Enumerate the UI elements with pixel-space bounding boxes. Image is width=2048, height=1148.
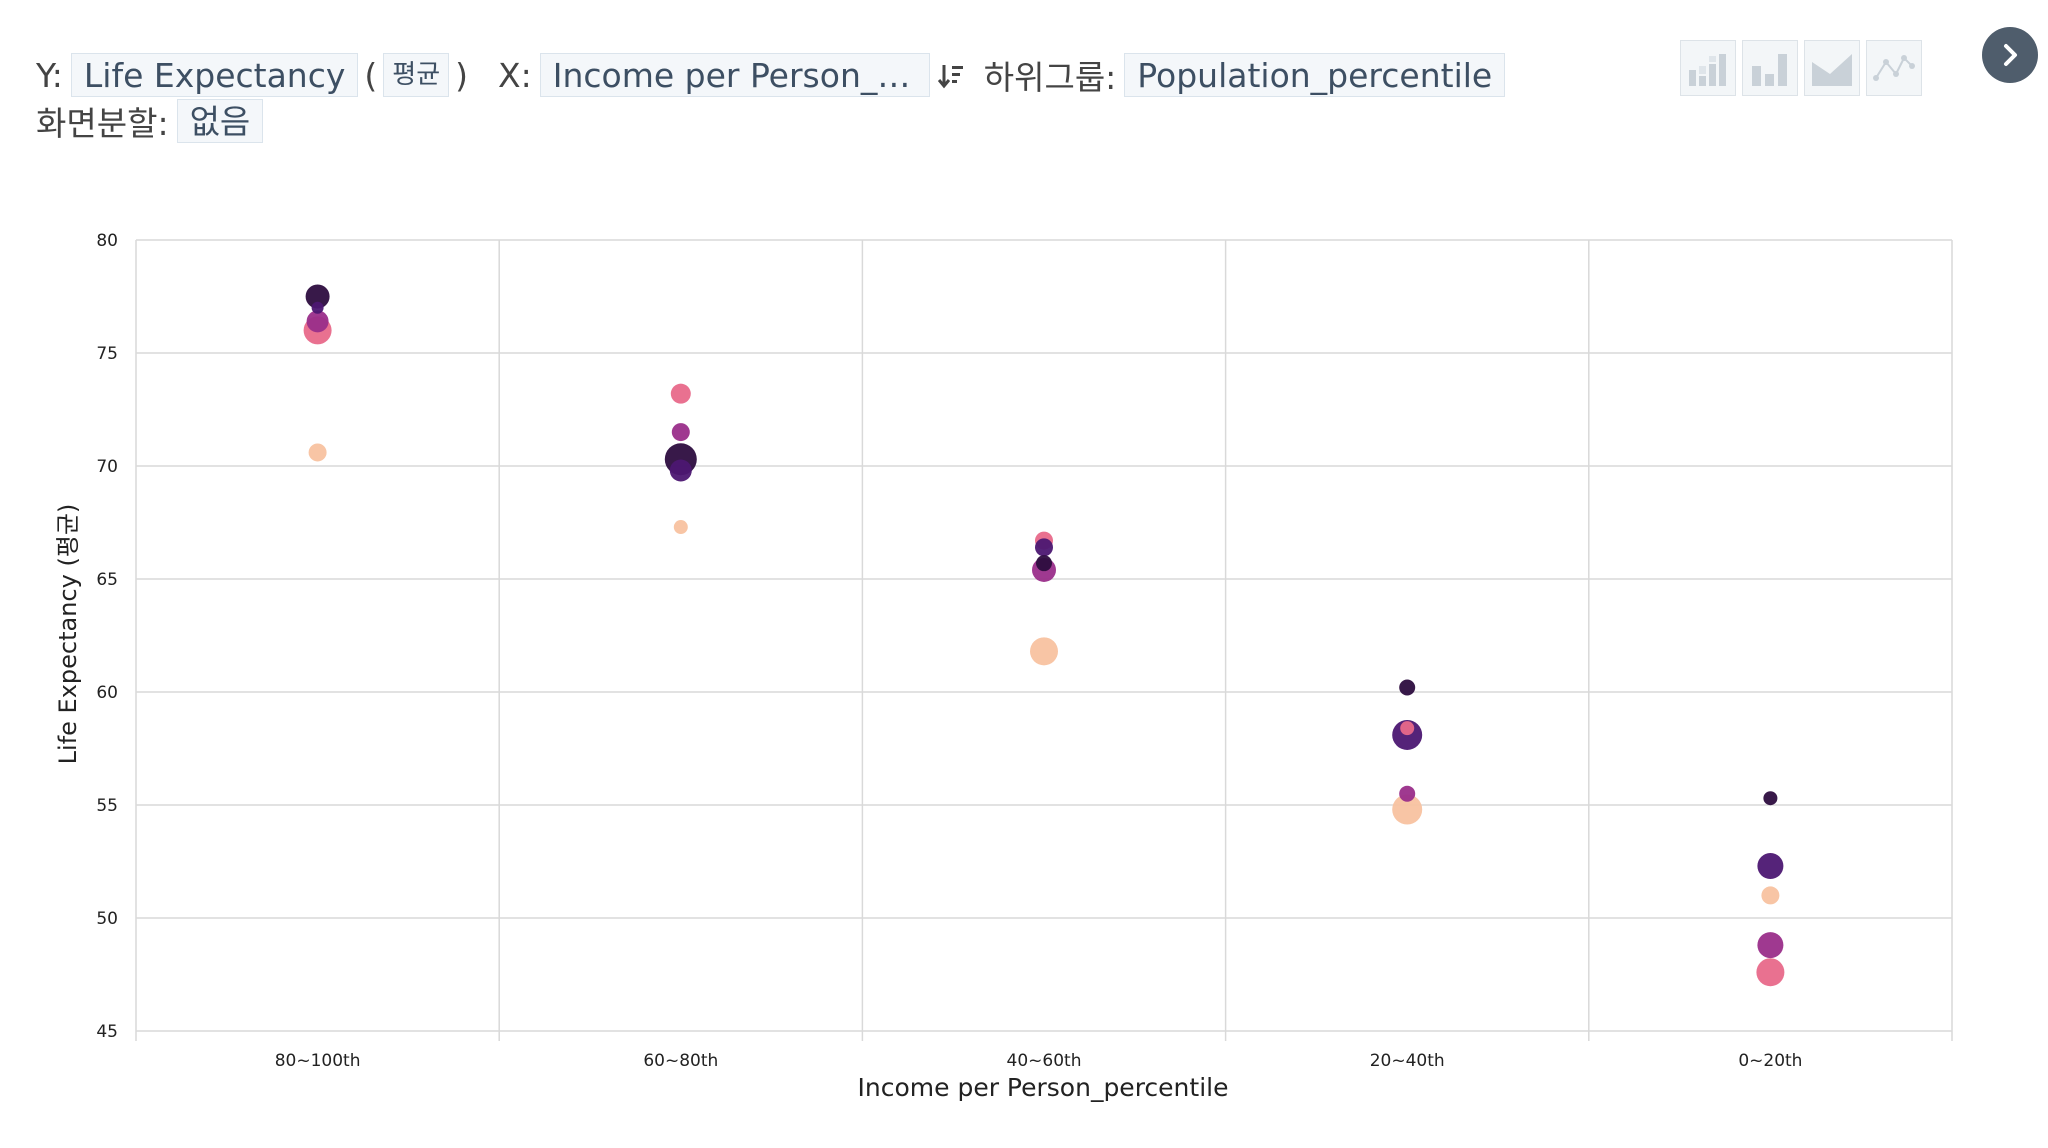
scatter-point[interactable] [306, 310, 329, 333]
x-tick-label: 40~60th [1007, 1051, 1082, 1071]
scatter-point[interactable] [1757, 853, 1784, 880]
subgroup-label: 하위그룹: [983, 58, 1117, 97]
scatter-point[interactable] [308, 443, 327, 462]
scatter-point[interactable] [1756, 958, 1785, 987]
scatter-point[interactable] [669, 459, 692, 482]
scatter-point[interactable] [311, 301, 324, 314]
controls-row-1: Y: Life Expectancy ( 평균 ) X: Income per … [36, 50, 1506, 100]
y-tick-label: 80 [96, 231, 118, 251]
x-field-select[interactable]: Income per Person_p⋯ [539, 53, 930, 97]
scatter-point[interactable] [1035, 538, 1053, 557]
y-tick-label: 50 [96, 909, 118, 929]
y-tick-label: 75 [96, 344, 118, 364]
y-axis-label: Y: [36, 55, 63, 95]
scatter-point[interactable] [1400, 721, 1415, 736]
controls-row-2: 화면분할: 없음 [36, 96, 1505, 146]
stacked-bar-icon[interactable] [1680, 40, 1736, 96]
scatter-point[interactable] [1399, 679, 1416, 696]
scatter-point[interactable] [1763, 791, 1778, 806]
x-tick-label: 20~40th [1370, 1051, 1445, 1071]
y-field-select[interactable]: Life Expectancy [70, 53, 359, 97]
y-tick-label: 70 [96, 457, 118, 477]
chart-controls: Y: Life Expectancy ( 평균 ) X: Income per … [36, 50, 1506, 146]
scatter-point[interactable] [1399, 785, 1416, 802]
area-icon[interactable] [1804, 40, 1860, 96]
agg-close-paren: ) [455, 55, 468, 95]
x-tick-label: 60~80th [643, 1051, 718, 1071]
x-tick-label: 0~20th [1738, 1051, 1802, 1071]
split-select[interactable]: 없음 [176, 99, 264, 143]
chart-type-switcher [1680, 40, 1922, 96]
scatter-point[interactable] [1761, 886, 1780, 905]
split-label: 화면분할: [36, 104, 169, 143]
x-axis-label: X: [498, 55, 532, 95]
next-button[interactable] [1982, 27, 2038, 83]
y-tick-label: 60 [96, 683, 118, 703]
scatter-point[interactable] [670, 383, 691, 404]
sort-icon[interactable] [937, 60, 964, 90]
scatter-point[interactable] [1036, 555, 1052, 572]
bar-icon[interactable] [1742, 40, 1798, 96]
scatter-point[interactable] [671, 423, 690, 442]
agg-open-paren: ( [364, 55, 378, 95]
y-tick-label: 55 [96, 796, 118, 816]
line-icon[interactable] [1866, 40, 1922, 96]
y-tick-label: 65 [96, 570, 118, 590]
x-axis-title: Income per Person_percentile [858, 1073, 1229, 1102]
scatter-point[interactable] [305, 284, 330, 309]
scatter-point[interactable] [673, 520, 688, 535]
scatter-point[interactable] [1030, 637, 1058, 666]
scatter-point[interactable] [1392, 794, 1423, 825]
y-axis-title: Life Expectancy (평균) [54, 504, 82, 765]
subgroup-select[interactable]: Population_percentile [1124, 53, 1506, 97]
chevron-right-icon [2004, 44, 2017, 66]
x-tick-label: 80~100th [275, 1051, 361, 1071]
scatter-point[interactable] [1757, 932, 1784, 959]
aggregation-select[interactable]: 평균 [383, 53, 450, 97]
y-tick-label: 45 [96, 1022, 118, 1042]
